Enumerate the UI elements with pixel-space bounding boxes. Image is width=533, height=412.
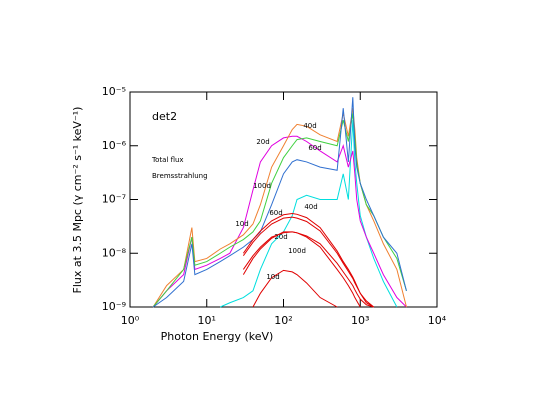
y-tick-label: 10⁻⁸ (102, 246, 127, 259)
annotation: det2 (152, 110, 177, 123)
series-label: 100d (288, 247, 306, 255)
series-label: 60d (269, 209, 282, 217)
series-label: 10d (266, 273, 279, 281)
x-tick-label: 10¹ (198, 314, 216, 327)
series-label: 60d (308, 144, 321, 152)
series-line (242, 231, 374, 308)
y-tick-label: 10⁻⁶ (102, 139, 127, 152)
series-label: 20d (274, 233, 287, 241)
y-tick-label: 10⁻⁹ (102, 300, 126, 313)
annotation: Bremsstrahlung (152, 172, 208, 180)
series-line (152, 113, 407, 308)
series-line (242, 231, 361, 308)
x-tick-label: 10⁰ (121, 314, 140, 327)
series-line (152, 97, 407, 308)
series-line (252, 269, 338, 308)
series-line (242, 212, 375, 308)
series-label: 20d (256, 138, 269, 146)
x-axis-label: Photon Energy (keV) (161, 330, 274, 343)
x-tick-label: 10⁴ (428, 314, 447, 327)
y-tick-label: 10⁻⁷ (102, 193, 126, 206)
series-label: 40d (303, 122, 316, 130)
x-tick-label: 10² (274, 314, 292, 327)
series-label: 100d (253, 182, 271, 190)
series-label: 40d (304, 203, 317, 211)
series-line (220, 120, 398, 308)
y-axis-label: Flux at 3.5 Mpc (γ cm⁻² s⁻¹ keV⁻¹) (71, 107, 84, 294)
series-label: 10d (235, 220, 248, 228)
series-line (242, 216, 375, 308)
series-line (152, 135, 407, 308)
y-tick-label: 10⁻⁵ (102, 85, 126, 98)
annotation: Total flux (151, 156, 184, 164)
x-tick-label: 10³ (351, 314, 369, 327)
plot-frame (129, 91, 438, 308)
